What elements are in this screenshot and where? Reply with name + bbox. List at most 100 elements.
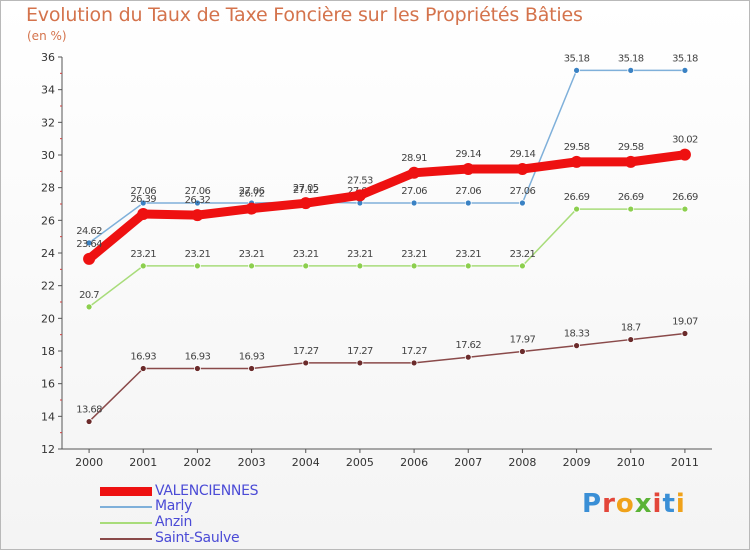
legend-swatch-marly (100, 506, 152, 508)
data-label-anzin: 20.7 (79, 290, 99, 301)
x-tick-label: 2003 (238, 456, 266, 469)
point-valenciennes (299, 197, 312, 210)
data-label-anzin: 26.69 (618, 192, 644, 203)
point-valenciennes (353, 189, 366, 202)
point-marly (85, 239, 93, 247)
y-tick-label: 22 (41, 280, 55, 293)
point-valenciennes (245, 202, 258, 215)
data-label-saint-saulve: 18.7 (621, 323, 641, 334)
y-tick-label: 36 (41, 51, 55, 64)
x-tick-label: 2004 (292, 456, 320, 469)
data-label-valenciennes: 29.58 (618, 142, 644, 153)
data-label-saint-saulve: 13.68 (76, 405, 102, 416)
logo-letter: o (615, 489, 635, 519)
data-label-valenciennes: 29.14 (510, 149, 536, 160)
data-label-saint-saulve: 18.33 (564, 329, 590, 340)
point-marly (194, 199, 201, 207)
x-tick-label: 2007 (454, 456, 482, 469)
point-saint-saulve (356, 359, 364, 367)
series-line-anzin (88, 208, 685, 308)
data-label-anzin: 23.21 (185, 249, 211, 260)
logo-letter: t (662, 489, 676, 519)
proxiti-logo: Proxiti (582, 489, 686, 519)
point-marly (573, 66, 580, 74)
point-marly (410, 199, 418, 207)
data-label-saint-saulve: 17.27 (401, 346, 427, 357)
point-saint-saulve (302, 359, 310, 367)
point-anzin (248, 262, 255, 270)
data-label-anzin: 26.69 (672, 192, 698, 203)
x-tick-label: 2010 (617, 456, 645, 469)
data-label-valenciennes: 27.53 (347, 175, 373, 186)
point-valenciennes (624, 155, 637, 168)
x-tick-label: 2006 (400, 456, 428, 469)
data-label-valenciennes: 27.05 (293, 183, 319, 194)
point-saint-saulve (464, 353, 472, 361)
data-label-saint-saulve: 16.93 (130, 351, 156, 362)
point-anzin (627, 205, 635, 213)
point-valenciennes (678, 148, 691, 161)
point-marly (139, 199, 147, 207)
y-tick-label: 16 (41, 378, 55, 391)
data-label-marly: 27.06 (185, 186, 211, 197)
point-valenciennes (137, 207, 150, 220)
legend-label-anzin: Anzin (155, 514, 193, 530)
legend-item-valenciennes: VALENCIENNES (100, 483, 400, 500)
point-valenciennes (570, 155, 583, 168)
data-label-valenciennes: 26.72 (239, 189, 265, 200)
point-anzin (464, 262, 472, 270)
y-tick-label: 28 (41, 182, 55, 195)
logo-letter: P (582, 489, 603, 519)
legend-item-anzin: Anzin (100, 514, 400, 531)
y-tick-label: 32 (41, 116, 55, 129)
data-label-anzin: 23.21 (130, 249, 156, 260)
point-valenciennes (83, 252, 96, 265)
x-tick-label: 2009 (563, 456, 591, 469)
x-tick-label: 2001 (129, 456, 157, 469)
data-label-saint-saulve: 16.93 (239, 351, 265, 362)
data-label-marly: 27.12 (293, 185, 319, 196)
chart-title: Evolution du Taux de Taxe Foncière sur l… (26, 4, 583, 26)
point-valenciennes (462, 163, 475, 176)
point-valenciennes (516, 163, 529, 176)
legend-swatch-valenciennes (100, 487, 152, 496)
y-tick-label: 26 (41, 214, 55, 227)
data-label-marly: 35.18 (564, 53, 590, 64)
data-label-valenciennes: 23.64 (76, 239, 102, 250)
data-label-saint-saulve: 17.27 (293, 346, 319, 357)
point-anzin (681, 205, 689, 213)
point-anzin (302, 262, 310, 270)
data-label-valenciennes: 29.58 (564, 142, 590, 153)
data-label-marly: 27.06 (510, 186, 536, 197)
y-tick-label: 12 (41, 443, 55, 456)
legend-label-valenciennes: VALENCIENNES (155, 483, 259, 499)
x-tick-label: 2011 (671, 456, 699, 469)
point-marly (627, 66, 635, 74)
series-line-saint-saulve (88, 332, 685, 423)
data-label-marly: 27.06 (401, 186, 427, 197)
y-tick-label: 24 (41, 247, 55, 260)
point-saint-saulve (627, 336, 635, 343)
point-saint-saulve (248, 365, 255, 372)
point-valenciennes (408, 166, 421, 179)
data-label-marly: 24.62 (76, 226, 102, 237)
data-label-valenciennes: 26.39 (130, 194, 156, 205)
data-label-marly: 35.18 (618, 53, 644, 64)
logo-letter: x (634, 489, 653, 519)
logo-letter: i (675, 489, 686, 519)
data-label-marly: 35.18 (672, 53, 698, 64)
data-label-marly: 27.06 (455, 186, 481, 197)
x-tick-label: 2002 (183, 456, 211, 469)
point-marly (681, 66, 689, 74)
y-tick-label: 30 (41, 149, 55, 162)
data-label-anzin: 23.21 (347, 249, 373, 260)
legend-label-saint-saulve: Saint-Saulve (155, 530, 240, 546)
y-tick-label: 34 (41, 84, 55, 97)
x-tick-label: 2008 (508, 456, 536, 469)
point-anzin (194, 262, 201, 270)
logo-letter: i (652, 489, 663, 519)
point-saint-saulve (194, 365, 201, 372)
point-saint-saulve (681, 330, 689, 337)
